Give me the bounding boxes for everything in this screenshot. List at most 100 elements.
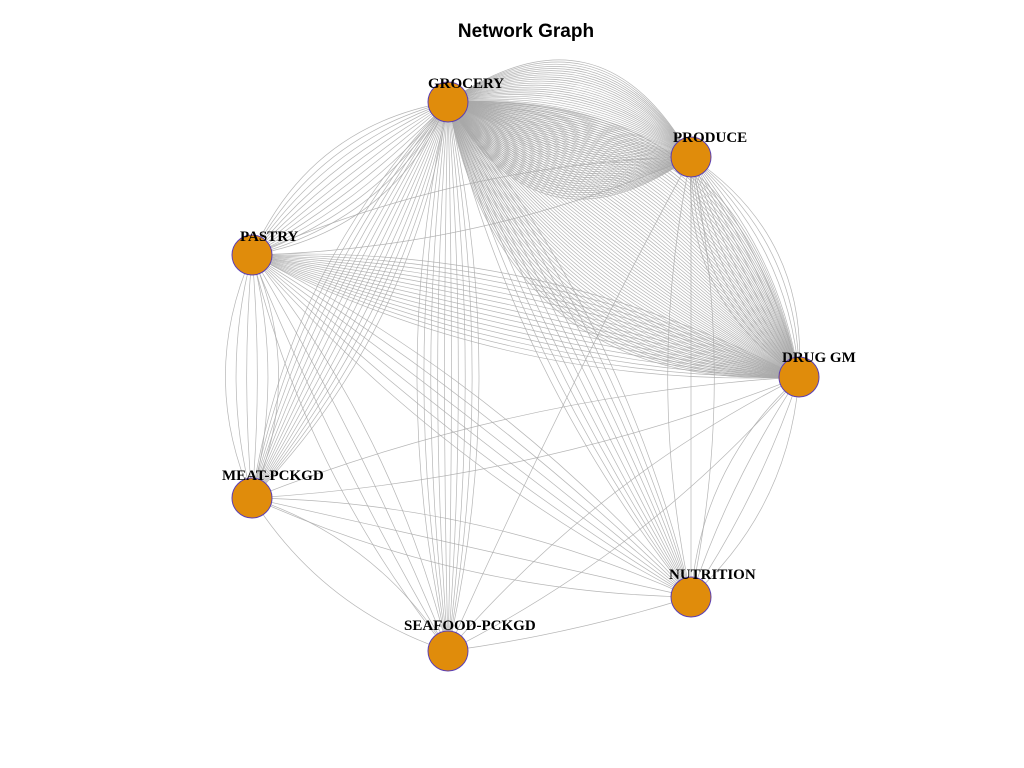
edge-pastry-drug-gm — [251, 253, 800, 379]
edge-curve — [447, 101, 800, 378]
edge-curve — [251, 101, 449, 256]
edge-drug-gm-seafood-pckgd — [447, 376, 800, 652]
edge-curve — [251, 101, 449, 256]
edge-curve — [251, 497, 692, 598]
edge-curve — [447, 101, 692, 598]
edge-curve — [447, 101, 800, 378]
edge-curve — [225, 254, 253, 499]
edge-curve — [251, 156, 692, 256]
edge-grocery-pastry — [251, 101, 449, 256]
edge-curve — [251, 254, 449, 652]
edge-curve — [447, 101, 800, 378]
edge-curve — [447, 101, 800, 378]
edge-drug-gm-nutrition — [690, 376, 800, 598]
node-meat-pckgd[interactable] — [231, 477, 273, 519]
edge-curve — [447, 101, 800, 378]
edge-pastry-nutrition — [251, 254, 692, 598]
edge-curve — [447, 63, 692, 158]
edge-curve — [251, 254, 800, 378]
edge-curve — [447, 101, 800, 378]
edge-curve — [447, 101, 800, 378]
edge-curve — [251, 101, 449, 499]
edge-curve — [447, 101, 800, 378]
edge-curve — [251, 254, 269, 499]
edge-meat-pckgd-nutrition — [251, 497, 692, 598]
edge-curve — [447, 76, 692, 158]
edge-meat-pckgd-seafood-pckgd — [251, 497, 449, 652]
edge-curve — [447, 101, 459, 652]
edge-seafood-pckgd-nutrition — [447, 596, 692, 652]
edge-curve — [251, 254, 800, 378]
edge-curve — [447, 101, 800, 378]
edge-curve — [447, 65, 692, 158]
edge-grocery-seafood-pckgd — [416, 101, 480, 652]
edge-produce-pastry — [251, 156, 692, 256]
node-nutrition[interactable] — [670, 576, 712, 618]
edge-curve — [251, 101, 449, 256]
edge-curve — [251, 101, 449, 499]
edge-curve — [251, 101, 449, 256]
edge-curve — [447, 90, 692, 158]
edge-curve — [447, 101, 800, 378]
edge-curve — [251, 254, 800, 378]
edge-curve — [690, 156, 800, 378]
edge-curve — [251, 254, 800, 378]
edge-curve — [251, 101, 449, 499]
node-pastry[interactable] — [231, 234, 273, 276]
edge-curve — [251, 254, 279, 499]
edge-drug-gm-meat-pckgd — [251, 376, 800, 499]
node-label-produce: PRODUCE — [673, 130, 747, 146]
edge-curve — [447, 98, 692, 158]
edge-curve — [447, 101, 692, 598]
edge-curve — [690, 156, 800, 378]
edge-curve — [447, 596, 692, 652]
edge-curve — [690, 376, 800, 598]
edge-curve — [447, 101, 800, 378]
edge-curve — [447, 101, 800, 378]
edge-curve — [251, 254, 449, 652]
edge-curve — [690, 156, 800, 378]
edge-curve — [690, 156, 800, 378]
edge-curve — [251, 376, 800, 499]
edge-curve — [447, 74, 692, 158]
edge-curve — [447, 101, 692, 189]
edge-pastry-seafood-pckgd — [251, 254, 449, 652]
edge-curve — [447, 376, 800, 652]
edge-curve — [447, 101, 800, 378]
edge-curve — [447, 86, 692, 158]
edge-curve — [447, 101, 473, 652]
node-grocery[interactable] — [427, 81, 469, 123]
node-produce[interactable] — [670, 136, 712, 178]
edge-curve — [447, 101, 800, 378]
edge-curve — [251, 254, 692, 598]
edge-curve — [447, 82, 692, 158]
edge-curve — [437, 101, 449, 652]
edge-curve — [690, 156, 801, 378]
edge-curve — [447, 101, 692, 171]
edge-curve — [447, 156, 692, 652]
edge-curve — [423, 101, 449, 652]
edge-curve — [251, 254, 692, 598]
node-label-drug-gm: DRUG GM — [782, 350, 856, 366]
edge-curve — [447, 88, 692, 158]
labels-layer: GROCERY PRODUCE PASTRY DRUG GM MEAT-PCKGD NUT… — [222, 76, 856, 634]
edge-curve — [251, 101, 449, 256]
edge-curve — [690, 156, 800, 378]
edge-curve — [251, 254, 692, 598]
edge-curve — [251, 101, 449, 499]
edge-curve — [447, 101, 800, 378]
edge-produce-seafood-pckgd — [447, 156, 692, 652]
node-label-pastry: PASTRY — [240, 229, 299, 245]
edge-curve — [251, 254, 692, 598]
node-drug-gm[interactable] — [778, 356, 820, 398]
edge-pastry-meat-pckgd — [225, 254, 279, 499]
edge-curve — [447, 101, 800, 378]
nodes-layer — [231, 81, 820, 672]
edge-curve — [447, 101, 692, 598]
edge-curve — [447, 101, 800, 378]
edge-curve — [447, 101, 800, 378]
edge-curve — [251, 254, 449, 652]
edge-curve — [251, 101, 449, 499]
edge-curve — [690, 376, 800, 598]
node-seafood-pckgd[interactable] — [427, 630, 469, 672]
